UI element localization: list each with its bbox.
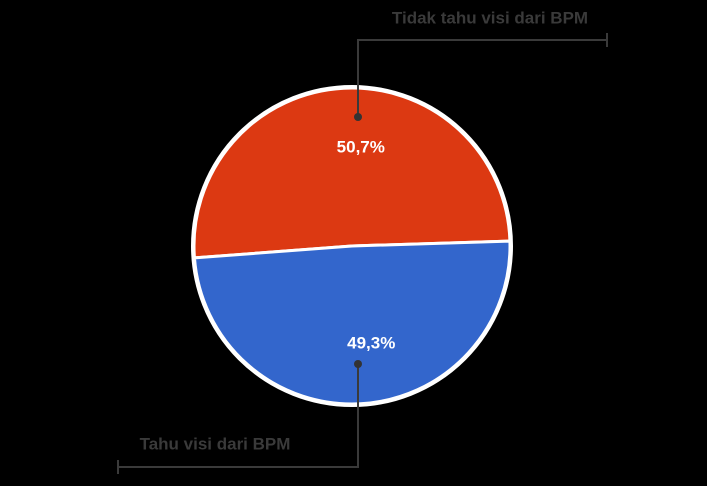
pie-border: [191, 85, 513, 407]
value-label: 50,7%: [337, 138, 385, 157]
value-label: 49,3%: [347, 333, 395, 352]
callout-line: [357, 39, 607, 117]
pie-slice: [192, 239, 512, 406]
callout-dot: [354, 360, 362, 368]
category-label: Tahu visi dari BPM: [140, 434, 291, 453]
callout-line: [118, 364, 359, 468]
callout-dot: [354, 113, 362, 121]
category-label: Tidak tahu visi dari BPM: [392, 8, 588, 27]
pie-slice: [192, 86, 512, 260]
pie: [191, 85, 513, 407]
